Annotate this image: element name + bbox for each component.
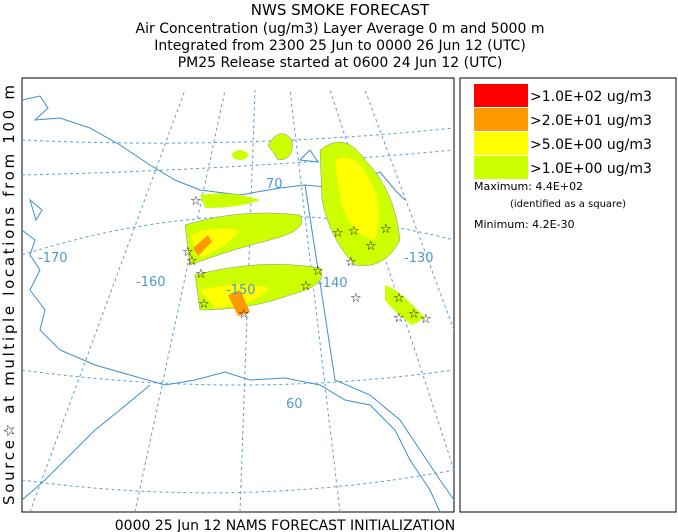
legend-label: >2.0E+01 ug/m3 — [530, 113, 652, 129]
svg-text:☆: ☆ — [195, 267, 207, 282]
latitude-label: 60 — [286, 397, 303, 412]
svg-text:☆: ☆ — [420, 312, 432, 327]
legend-swatch — [474, 156, 528, 179]
maximum-note: (identified as a square) — [510, 199, 626, 210]
svg-text:☆: ☆ — [300, 279, 312, 294]
longitude-label: -170 — [38, 251, 68, 266]
map: ☆☆☆ ☆☆☆ ☆☆☆ ☆☆☆ ☆ ☆☆ ☆ ☆☆ -170-160-150 -140… — [21, 77, 455, 513]
legend-swatch — [474, 108, 528, 131]
subtitle: Integrated from 2300 25 Jun to 0000 26 J… — [154, 38, 526, 54]
svg-text:☆: ☆ — [198, 297, 210, 312]
svg-text:☆: ☆ — [238, 307, 250, 322]
longitude-label: -140 — [318, 276, 348, 291]
legend-panel: >1.0E+02 ug/m3 >2.0E+01 ug/m3 >5.0E+00 ug/… — [459, 77, 677, 513]
minimum: Minimum: 4.2E-30 — [474, 218, 575, 231]
legend-label: >1.0E+02 ug/m3 — [530, 89, 652, 105]
subtitle: PM25 Release started at 0600 24 Jun 12 (… — [178, 55, 503, 71]
longitude-label: -160 — [136, 275, 166, 290]
svg-text:☆: ☆ — [393, 311, 405, 326]
legend-label: >1.0E+00 ug/m3 — [530, 161, 652, 177]
svg-text:☆: ☆ — [365, 239, 377, 254]
svg-text:☆: ☆ — [345, 255, 357, 270]
svg-text:☆: ☆ — [190, 194, 202, 209]
footer: 0000 25 Jun 12 NAMS FORECAST INITIALIZAT… — [115, 518, 455, 532]
svg-text:☆: ☆ — [408, 307, 420, 322]
subtitle: Air Concentration (ug/m3) Layer Average … — [136, 21, 545, 37]
svg-text:☆: ☆ — [348, 224, 360, 239]
svg-text:☆: ☆ — [332, 226, 344, 241]
header: NWS SMOKE FORECAST Air Concentration (ug… — [136, 1, 545, 71]
source-markers: ☆☆☆ ☆☆☆ ☆☆☆ ☆☆☆ ☆ ☆☆ ☆ ☆☆ — [182, 194, 432, 327]
maximum: Maximum: 4.4E+02 — [474, 180, 583, 193]
svg-text:☆: ☆ — [393, 291, 405, 306]
svg-text:☆: ☆ — [182, 245, 194, 260]
svg-text:☆: ☆ — [380, 222, 392, 237]
svg-text:☆: ☆ — [186, 254, 198, 269]
legend-swatch — [474, 84, 528, 107]
svg-text:☆: ☆ — [350, 291, 362, 306]
smoke-plumes — [184, 133, 425, 325]
legend-label: >5.0E+00 ug/m3 — [530, 137, 652, 153]
svg-text:☆: ☆ — [312, 264, 324, 279]
side-label: Source☆ at multiple locations from 100 m — [0, 85, 18, 505]
longitude-label: -130 — [404, 251, 434, 266]
legend-swatch — [474, 132, 528, 155]
longitude-label: -150 — [226, 283, 256, 298]
latitude-label: 70 — [266, 177, 283, 192]
title: NWS SMOKE FORECAST — [251, 1, 430, 19]
